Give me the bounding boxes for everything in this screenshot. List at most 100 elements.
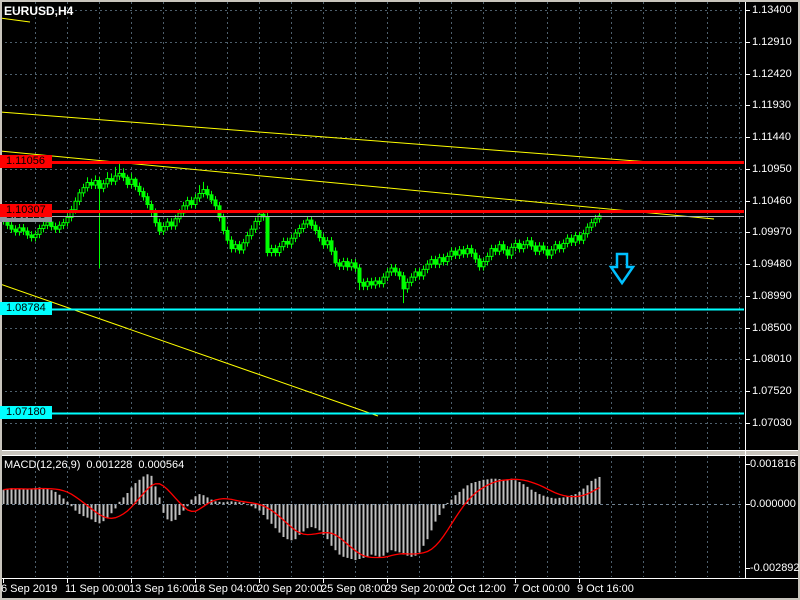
panel-divider[interactable] bbox=[0, 450, 800, 456]
candle-body bbox=[349, 262, 354, 268]
macd-histogram-bar bbox=[366, 504, 369, 557]
price-axis-label: 1.09480 bbox=[752, 258, 792, 270]
candle-body bbox=[29, 234, 34, 239]
candle-body bbox=[433, 259, 438, 265]
macd-histogram-bar bbox=[278, 504, 281, 533]
candle-body bbox=[57, 224, 62, 230]
macd-histogram-bar bbox=[450, 499, 453, 504]
candle-body bbox=[341, 261, 346, 267]
candle-body bbox=[265, 216, 270, 254]
candle-body bbox=[505, 249, 510, 256]
macd-histogram-bar bbox=[206, 497, 209, 504]
price-axis-label: 1.08500 bbox=[752, 322, 792, 334]
candle-body bbox=[197, 192, 202, 199]
candle-body bbox=[373, 280, 378, 286]
price-axis-label: 1.08990 bbox=[752, 290, 792, 302]
macd-histogram-bar bbox=[570, 495, 573, 504]
macd-histogram-bar bbox=[270, 504, 273, 524]
candle-body bbox=[353, 262, 358, 269]
macd-histogram-bar bbox=[38, 487, 41, 504]
macd-histogram-bar bbox=[222, 502, 225, 504]
candle-body bbox=[77, 192, 82, 202]
candle-body bbox=[97, 180, 102, 189]
macd-histogram-bar bbox=[22, 489, 25, 504]
macd-histogram-bar bbox=[70, 504, 73, 507]
macd-histogram-bar bbox=[378, 504, 381, 557]
candle-body bbox=[485, 255, 490, 263]
candle-body bbox=[477, 258, 482, 268]
macd-histogram-bar bbox=[10, 488, 13, 504]
time-axis-label: 7 Oct 00:00 bbox=[513, 583, 570, 595]
price-axis-label: 1.08010 bbox=[752, 353, 792, 365]
candle-body bbox=[565, 237, 570, 244]
candle-body bbox=[85, 181, 90, 189]
macd-histogram-bar bbox=[126, 493, 129, 504]
macd-histogram-bar bbox=[14, 488, 17, 504]
time-axis-label: 25 Sep 08:00 bbox=[321, 583, 387, 595]
candle-body bbox=[377, 280, 382, 285]
macd-histogram-bar bbox=[386, 504, 389, 553]
trendline[interactable] bbox=[0, 111, 663, 164]
candle-body bbox=[61, 222, 66, 226]
candle-body bbox=[289, 237, 294, 245]
macd-histogram-bar bbox=[350, 504, 353, 559]
macd-histogram-bar bbox=[558, 497, 561, 504]
candle-body bbox=[517, 242, 522, 250]
candle-body bbox=[129, 178, 134, 185]
macd-histogram-bar bbox=[186, 504, 189, 507]
macd-histogram-bar bbox=[294, 504, 297, 540]
macd-histogram-bar bbox=[166, 504, 169, 520]
candle-body bbox=[209, 194, 214, 201]
trendline[interactable] bbox=[0, 283, 379, 417]
candle-body bbox=[593, 218, 598, 224]
candle-body bbox=[545, 249, 550, 256]
candle-body bbox=[529, 240, 534, 247]
trendline[interactable] bbox=[0, 17, 31, 23]
candle-body bbox=[321, 237, 326, 246]
candle-body bbox=[493, 248, 498, 252]
panel-splitter[interactable] bbox=[0, 451, 800, 455]
candle-body bbox=[137, 185, 142, 193]
macd-histogram-bar bbox=[526, 486, 529, 504]
candle-body bbox=[93, 180, 98, 186]
candle-body bbox=[409, 276, 414, 283]
macd-histogram-bar bbox=[274, 504, 277, 529]
candle-body bbox=[201, 189, 206, 194]
price-axis-label: 1.09970 bbox=[752, 226, 792, 238]
candle-body bbox=[205, 189, 210, 196]
price-level-badge: 1.10307 bbox=[0, 204, 52, 217]
candle-body bbox=[45, 221, 50, 226]
macd-histogram-bar bbox=[130, 487, 133, 504]
price-level-badge: 1.08784 bbox=[0, 302, 52, 315]
candle-body bbox=[313, 224, 318, 231]
macd-histogram-bar bbox=[150, 475, 153, 504]
macd-histogram-bar bbox=[198, 494, 201, 504]
macd-histogram-bar bbox=[34, 487, 37, 504]
macd-histogram-bar bbox=[254, 504, 257, 509]
candle-body bbox=[297, 228, 302, 234]
macd-histogram-bar bbox=[310, 504, 313, 528]
macd-histogram-bar bbox=[346, 504, 349, 558]
macd-histogram-bar bbox=[426, 504, 429, 540]
candle-body bbox=[561, 242, 566, 250]
macd-histogram-bar bbox=[158, 497, 161, 504]
macd-histogram-bar bbox=[574, 494, 577, 504]
macd-histogram-bar bbox=[214, 501, 217, 504]
candle-body bbox=[133, 178, 138, 187]
macd-histogram-bar bbox=[6, 488, 9, 504]
candle-body bbox=[193, 197, 198, 206]
macd-histogram-bar bbox=[598, 476, 601, 504]
macd-histogram-bar bbox=[406, 504, 409, 556]
macd-signal-value: 0.000564 bbox=[138, 459, 185, 471]
macd-histogram-bar bbox=[238, 502, 241, 504]
candle-body bbox=[249, 228, 254, 237]
candle-body bbox=[537, 245, 542, 252]
candle-body bbox=[317, 229, 322, 239]
candle-body bbox=[233, 244, 238, 250]
candle-body bbox=[113, 175, 118, 182]
macd-histogram-bar bbox=[194, 496, 197, 504]
candle-body bbox=[445, 255, 450, 263]
down-arrow-object[interactable] bbox=[608, 252, 636, 286]
candle-body bbox=[25, 230, 30, 236]
